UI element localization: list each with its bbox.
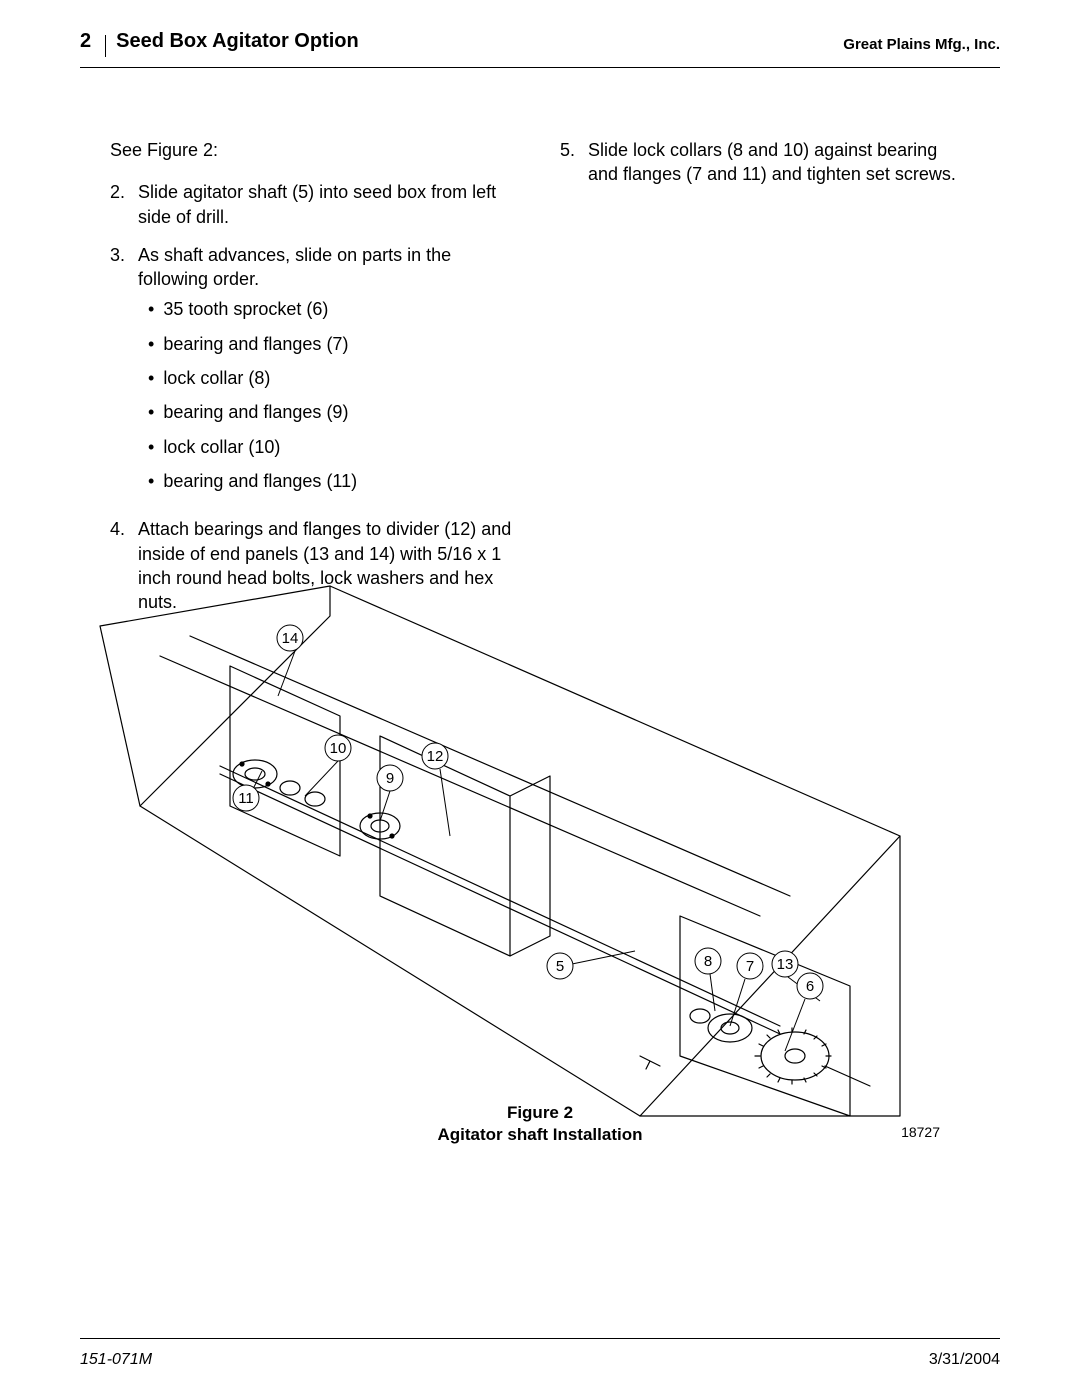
part-item: bearing and flanges (9) [148, 400, 520, 424]
part-item: lock collar (10) [148, 435, 520, 459]
figure-label-1: Figure 2 [507, 1103, 573, 1122]
callout-number: 12 [427, 748, 444, 765]
step-text: Slide lock collars (8 and 10) against be… [588, 138, 970, 187]
step-item: 2. Slide agitator shaft (5) into seed bo… [110, 180, 520, 229]
left-column: See Figure 2: 2. Slide agitator shaft (5… [110, 138, 520, 628]
callout-number: 10 [330, 740, 347, 757]
right-column: 5. Slide lock collars (8 and 10) against… [560, 138, 970, 628]
footer-rule [80, 1338, 1000, 1339]
figure-2: 14 10 12 9 11 5 8 7 13 6 Figure 2 Agitator shaft … [80, 556, 1000, 1146]
part-item: bearing and flanges (7) [148, 332, 520, 356]
step-number: 2. [110, 180, 138, 229]
step-number: 5. [560, 138, 588, 187]
callout-number: 9 [386, 770, 394, 787]
callout-number: 7 [746, 958, 754, 975]
figure-caption: Figure 2 Agitator shaft Installation [80, 1102, 1000, 1146]
step-item: 3. As shaft advances, slide on parts in … [110, 243, 520, 503]
callout-number: 5 [556, 958, 564, 975]
callout-number: 13 [777, 956, 794, 973]
header-left: 2 Seed Box Agitator Option [80, 30, 359, 53]
header-divider [105, 35, 106, 57]
callout-number: 14 [282, 630, 299, 647]
callout-number: 8 [704, 953, 712, 970]
step-number: 3. [110, 243, 138, 503]
page-header: 2 Seed Box Agitator Option Great Plains M… [80, 30, 1000, 61]
step-text: As shaft advances, slide on parts in the… [138, 243, 520, 503]
part-item: lock collar (8) [148, 366, 520, 390]
page-footer: 151-071M 3/31/2004 [80, 1351, 1000, 1369]
callout-number: 6 [806, 978, 814, 995]
figure-svg: 14 10 12 9 11 5 8 7 13 6 [80, 556, 1000, 1146]
company-name: Great Plains Mfg., Inc. [843, 36, 1000, 53]
see-figure: See Figure 2: [110, 138, 520, 162]
parts-list: 35 tooth sprocket (6) bearing and flange… [138, 297, 520, 493]
steps-list-right: 5. Slide lock collars (8 and 10) against… [560, 138, 970, 187]
part-item: bearing and flanges (11) [148, 469, 520, 493]
page: 2 Seed Box Agitator Option Great Plains M… [0, 0, 1080, 1397]
section-title: Seed Box Agitator Option [116, 30, 359, 52]
body-columns: See Figure 2: 2. Slide agitator shaft (5… [80, 138, 1000, 628]
header-rule [80, 67, 1000, 68]
part-item: 35 tooth sprocket (6) [148, 297, 520, 321]
steps-list-left: 2. Slide agitator shaft (5) into seed bo… [110, 180, 520, 614]
figure-label-2: Agitator shaft Installation [438, 1125, 643, 1144]
step-text-inner: As shaft advances, slide on parts in the… [138, 245, 451, 289]
figure-drawing-id: 18727 [901, 1124, 940, 1140]
step-text: Slide agitator shaft (5) into seed box f… [138, 180, 520, 229]
footer-date: 3/31/2004 [929, 1351, 1000, 1369]
callout-number: 11 [238, 790, 254, 807]
doc-number: 151-071M [80, 1351, 152, 1369]
step-item: 5. Slide lock collars (8 and 10) against… [560, 138, 970, 187]
page-number: 2 [80, 30, 91, 52]
